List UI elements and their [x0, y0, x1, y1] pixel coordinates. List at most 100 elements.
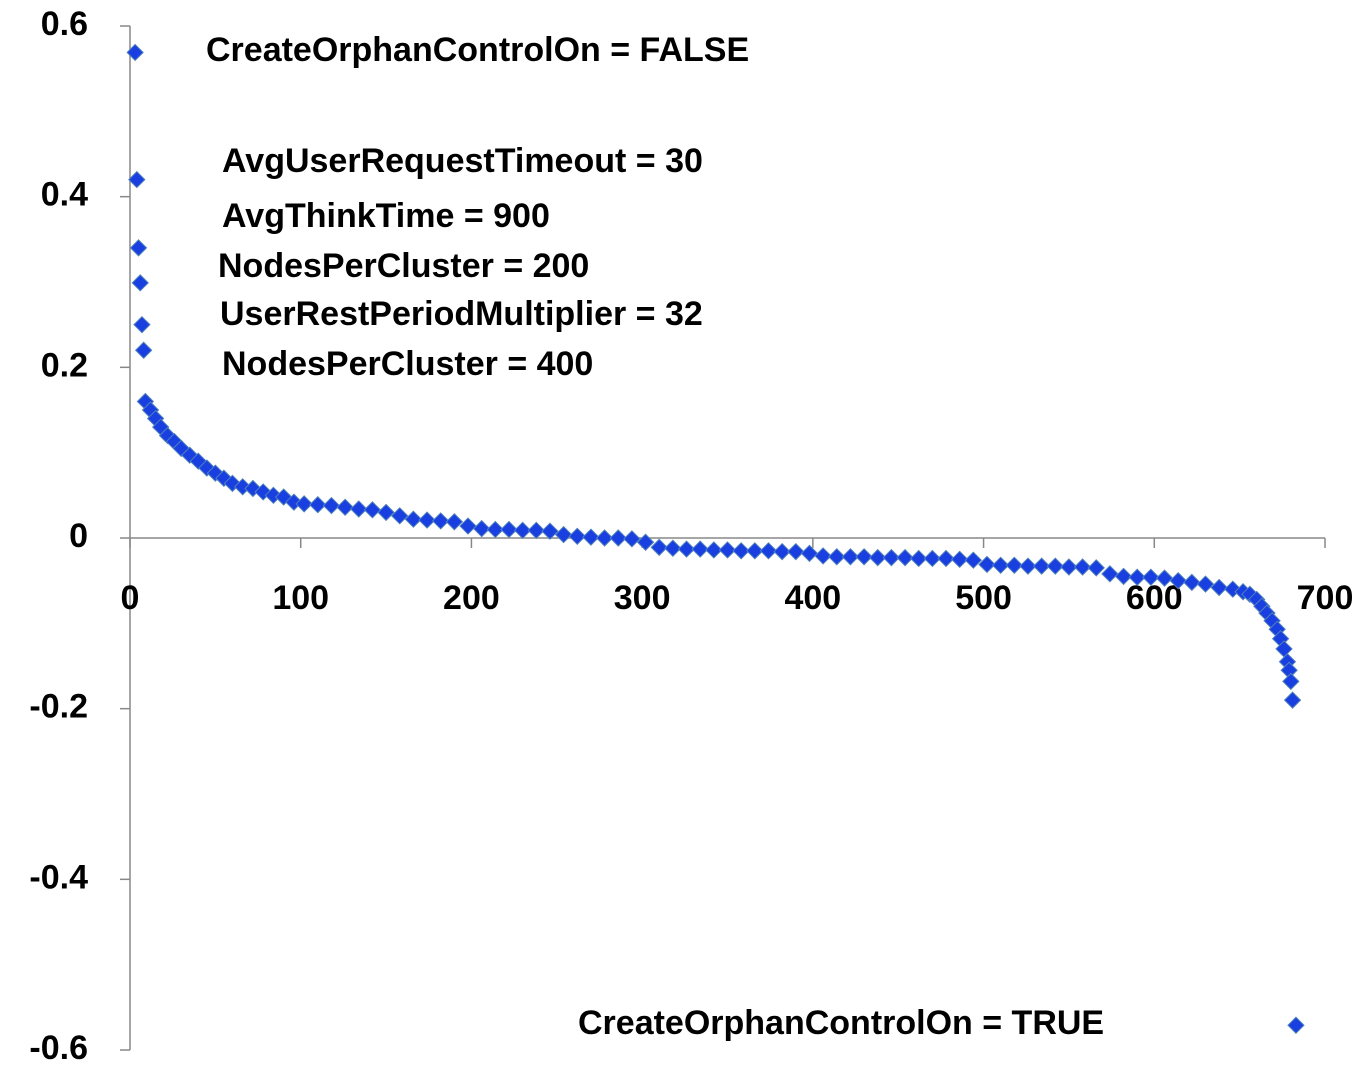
point: [855, 548, 873, 566]
point: [1283, 691, 1302, 709]
point: [527, 521, 546, 540]
point: [134, 341, 153, 359]
y-tick-label: 0.2: [41, 346, 88, 384]
point: [937, 549, 955, 568]
point: [131, 274, 149, 292]
point: [322, 496, 341, 515]
point: [718, 541, 737, 559]
point: [1282, 672, 1300, 691]
y-tick-label: 0: [69, 517, 88, 555]
point: [486, 520, 505, 539]
point: [950, 550, 969, 569]
point: [1128, 568, 1146, 586]
point: [814, 547, 832, 565]
point: [1087, 559, 1105, 577]
point: [759, 542, 778, 560]
x-tick-label: 600: [1126, 579, 1183, 617]
point: [189, 452, 207, 470]
annotation: CreateOrphanControlOn = FALSE: [206, 31, 749, 69]
point: [623, 530, 641, 548]
point: [431, 512, 450, 530]
x-tick-label: 100: [272, 579, 329, 617]
point: [828, 548, 846, 566]
point: [677, 540, 696, 558]
point: [404, 510, 423, 528]
y-tick-label: -0.6: [29, 1029, 88, 1067]
point: [513, 521, 532, 540]
x-tick-label: 300: [614, 579, 671, 617]
point: [1019, 557, 1037, 575]
x-tick-label: 0: [121, 579, 140, 617]
point: [206, 464, 225, 482]
point: [1005, 556, 1024, 575]
point: [309, 496, 327, 514]
point: [923, 549, 942, 568]
y-tick-label: -0.4: [29, 858, 88, 896]
point: [909, 549, 928, 568]
y-tick-label: 0.4: [41, 176, 88, 214]
point: [800, 544, 819, 563]
point: [350, 500, 368, 518]
point: [1101, 565, 1119, 583]
point: [1155, 569, 1174, 587]
point: [1196, 575, 1215, 593]
point: [1073, 558, 1092, 576]
point: [568, 527, 586, 546]
point: [732, 542, 750, 560]
point: [244, 479, 262, 498]
point: [896, 548, 914, 567]
point: [1169, 571, 1187, 590]
point: [746, 542, 764, 560]
annotation: AvgUserRequestTimeout = 30: [222, 142, 703, 180]
point: [336, 498, 354, 516]
point: [787, 542, 805, 561]
y-tick-label: 0.6: [41, 5, 88, 43]
point: [978, 555, 996, 574]
x-tick-label: 700: [1297, 579, 1354, 617]
point: [595, 529, 614, 547]
point: [991, 556, 1010, 575]
y-tick-label: -0.2: [29, 688, 88, 726]
point: [650, 538, 668, 557]
x-tick-label: 500: [955, 579, 1012, 617]
annotation: AvgThinkTime = 900: [222, 197, 550, 235]
point: [664, 539, 682, 557]
point: [705, 541, 723, 559]
annotation: NodesPerCluster = 200: [218, 247, 589, 285]
point: [1032, 557, 1051, 575]
point: [459, 517, 477, 535]
point: [472, 519, 491, 538]
x-tick-label: 400: [784, 579, 841, 617]
point: [869, 548, 887, 567]
point: [418, 511, 436, 529]
point: [445, 513, 464, 531]
point: [215, 469, 233, 487]
point: [1060, 558, 1078, 576]
point: [129, 239, 148, 257]
point: [128, 170, 146, 189]
point: [126, 43, 144, 62]
point: [1046, 557, 1064, 575]
point: [691, 540, 709, 558]
point: [363, 501, 382, 519]
point: [1142, 568, 1160, 586]
point: [295, 495, 313, 513]
annotation: NodesPerCluster = 400: [222, 345, 593, 383]
point: [181, 446, 199, 464]
point: [223, 474, 242, 493]
point: [582, 528, 600, 546]
point: [1183, 573, 1201, 592]
point: [1287, 1016, 1305, 1034]
point: [964, 551, 983, 569]
point: [541, 522, 559, 540]
annotation: UserRestPeriodMultiplier = 32: [220, 295, 703, 333]
point: [609, 529, 627, 547]
annotation: CreateOrphanControlOn = TRUE: [578, 1004, 1104, 1042]
point: [500, 520, 518, 539]
point: [1210, 578, 1228, 597]
x-tick-label: 200: [443, 579, 500, 617]
point: [274, 488, 293, 506]
point: [285, 493, 303, 511]
point: [377, 503, 395, 522]
